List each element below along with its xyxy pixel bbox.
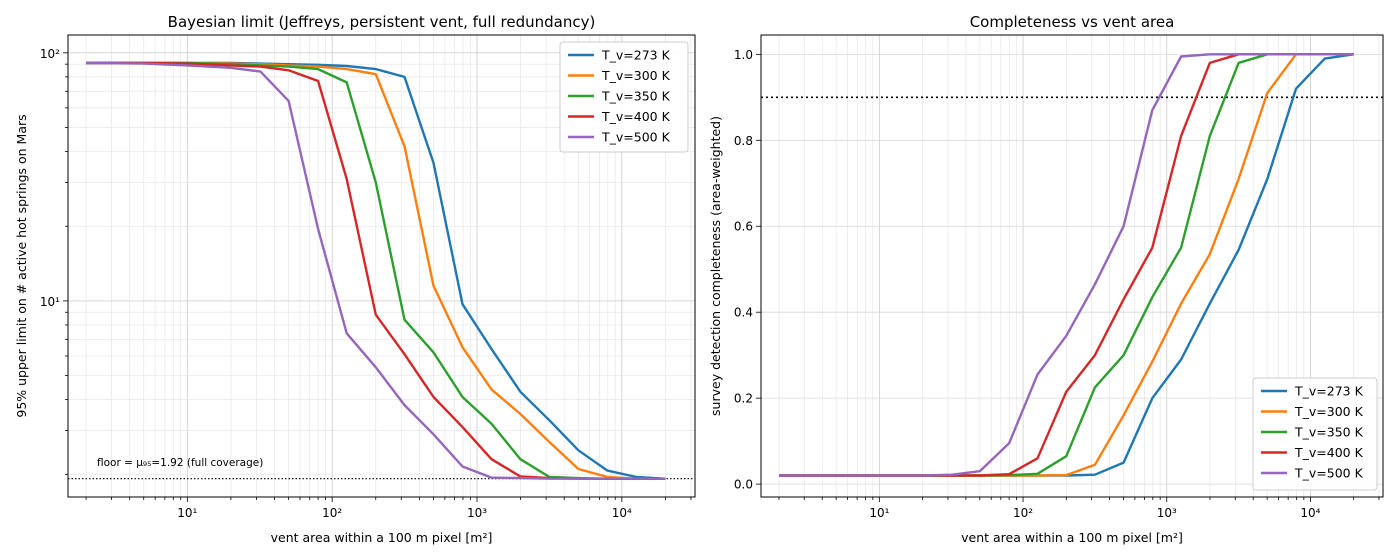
- x-tick-label: 10¹: [869, 506, 889, 520]
- right-axes-frame: [760, 34, 1384, 498]
- x-tick-label: 10²: [322, 506, 342, 520]
- right-chart-panel: Completeness vs vent area 10¹ 10² 10³ 10⁴ 0…: [708, 13, 1384, 545]
- legend-label: T_v=500 K: [601, 130, 671, 145]
- x-tick-label: 10⁴: [1300, 506, 1320, 520]
- y-tick-label: 0.8: [734, 134, 753, 148]
- legend-label: T_v=400 K: [1294, 445, 1364, 460]
- series-line: [86, 61, 666, 480]
- left-floor-annotation: floor = μ₉₅=1.92 (full coverage): [97, 457, 263, 469]
- legend-label: T_v=350 K: [601, 89, 671, 104]
- legend-label: T_v=400 K: [601, 109, 671, 124]
- left-legend: T_v=273 K T_v=300 K T_v=350 K T_v=400 K T_v=…: [559, 41, 689, 153]
- y-tick-label: 0.2: [734, 392, 753, 406]
- y-tick-label: 0.0: [734, 478, 753, 492]
- left-axes-frame: [67, 34, 696, 498]
- right-x-axis-label: vent area within a 100 m pixel [m²]: [961, 530, 1183, 545]
- y-tick-label: 0.4: [734, 306, 753, 320]
- left-x-ticks: 10¹ 10² 10³ 10⁴: [85, 497, 692, 520]
- left-y-ticks: 10¹ 10²: [40, 47, 68, 475]
- right-y-ticks: 0.0 0.2 0.4 0.6 0.8 1.0: [734, 48, 761, 492]
- y-tick-label: 10¹: [40, 295, 60, 309]
- right-y-axis-label: survey detection completeness (area-weig…: [708, 116, 723, 416]
- y-tick-label: 1.0: [734, 48, 753, 62]
- left-chart-panel: Bayesian limit (Jeffreys, persistent ven…: [14, 13, 696, 545]
- legend-label: T_v=273 K: [1294, 384, 1364, 399]
- legend-label: T_v=300 K: [1294, 404, 1364, 419]
- left-series-lines: [86, 61, 666, 480]
- x-tick-label: 10²: [1013, 506, 1033, 520]
- legend-box: [559, 41, 689, 153]
- right-x-ticks: 10¹ 10² 10³ 10⁴: [778, 497, 1380, 520]
- x-tick-label: 10³: [1157, 506, 1177, 520]
- legend-label: T_v=300 K: [601, 68, 671, 83]
- right-chart-title: Completeness vs vent area: [970, 13, 1175, 31]
- legend-label: T_v=273 K: [601, 48, 671, 63]
- left-chart-title: Bayesian limit (Jeffreys, persistent ven…: [168, 13, 596, 31]
- y-tick-label: 10²: [40, 47, 60, 61]
- legend-label: T_v=350 K: [1294, 425, 1364, 440]
- x-tick-label: 10⁴: [612, 506, 632, 520]
- y-tick-label: 0.6: [734, 220, 753, 234]
- x-tick-label: 10¹: [177, 506, 197, 520]
- x-tick-label: 10³: [467, 506, 487, 520]
- left-x-axis-label: vent area within a 100 m pixel [m²]: [271, 530, 493, 545]
- series-line: [779, 53, 1354, 477]
- legend-box: [1252, 377, 1378, 491]
- right-legend: T_v=273 K T_v=300 K T_v=350 K T_v=400 K T_v=…: [1252, 377, 1378, 491]
- right-series-lines: [779, 53, 1354, 477]
- left-y-axis-label: 95% upper limit on # active hot springs …: [14, 114, 29, 417]
- legend-label: T_v=500 K: [1294, 466, 1364, 481]
